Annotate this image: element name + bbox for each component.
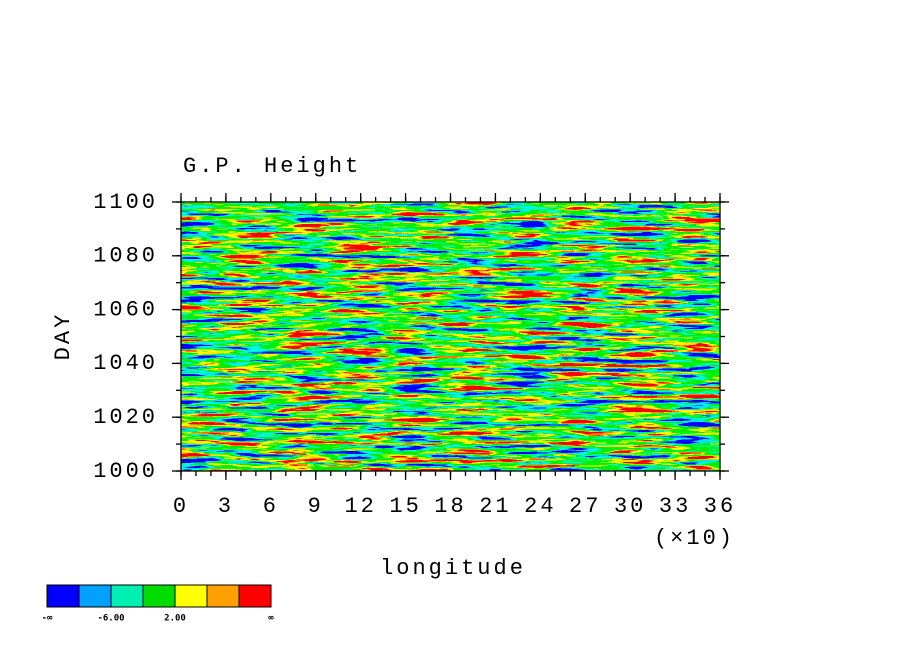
y-tick-label: 1080 xyxy=(93,244,158,269)
x-tick-label: 9 xyxy=(308,494,324,519)
x-tick-label: 15 xyxy=(389,494,421,519)
colorbar-swatch xyxy=(46,584,80,608)
x-multiplier: (×10) xyxy=(654,526,735,551)
colorbar-label: -∞ xyxy=(42,614,53,624)
x-tick-label: 36 xyxy=(704,494,736,519)
colorbar-swatch xyxy=(110,584,144,608)
field xyxy=(181,202,720,471)
x-tick-label: 21 xyxy=(479,494,511,519)
colorbar-label: 2.00 xyxy=(164,614,186,624)
colorbar-swatch xyxy=(174,584,208,608)
x-tick-label: 24 xyxy=(524,494,556,519)
y-tick-label: 1060 xyxy=(93,297,158,322)
y-tick-label: 1100 xyxy=(93,190,158,215)
x-axis-label: longitude xyxy=(380,556,526,581)
colorbar-swatch xyxy=(206,584,240,608)
y-tick-label: 1000 xyxy=(93,459,158,484)
x-tick-label: 3 xyxy=(218,494,234,519)
x-tick-label: 33 xyxy=(659,494,691,519)
chart-title: G.P. Height xyxy=(183,154,361,179)
x-tick-label: 18 xyxy=(434,494,466,519)
colorbar-label: ∞ xyxy=(268,614,274,624)
colorbar-swatch xyxy=(238,584,272,608)
colorbar-label: -6.00 xyxy=(97,614,124,624)
x-tick-label: 12 xyxy=(344,494,376,519)
x-tick-label: 30 xyxy=(614,494,646,519)
x-tick-label: 27 xyxy=(569,494,601,519)
y-axis-label: DAY xyxy=(51,312,76,361)
colorbar-swatch xyxy=(142,584,176,608)
colorbar-swatch xyxy=(78,584,112,608)
y-tick-label: 1040 xyxy=(93,351,158,376)
x-tick-label: 0 xyxy=(173,494,189,519)
y-tick-label: 1020 xyxy=(93,405,158,430)
x-tick-label: 6 xyxy=(263,494,279,519)
